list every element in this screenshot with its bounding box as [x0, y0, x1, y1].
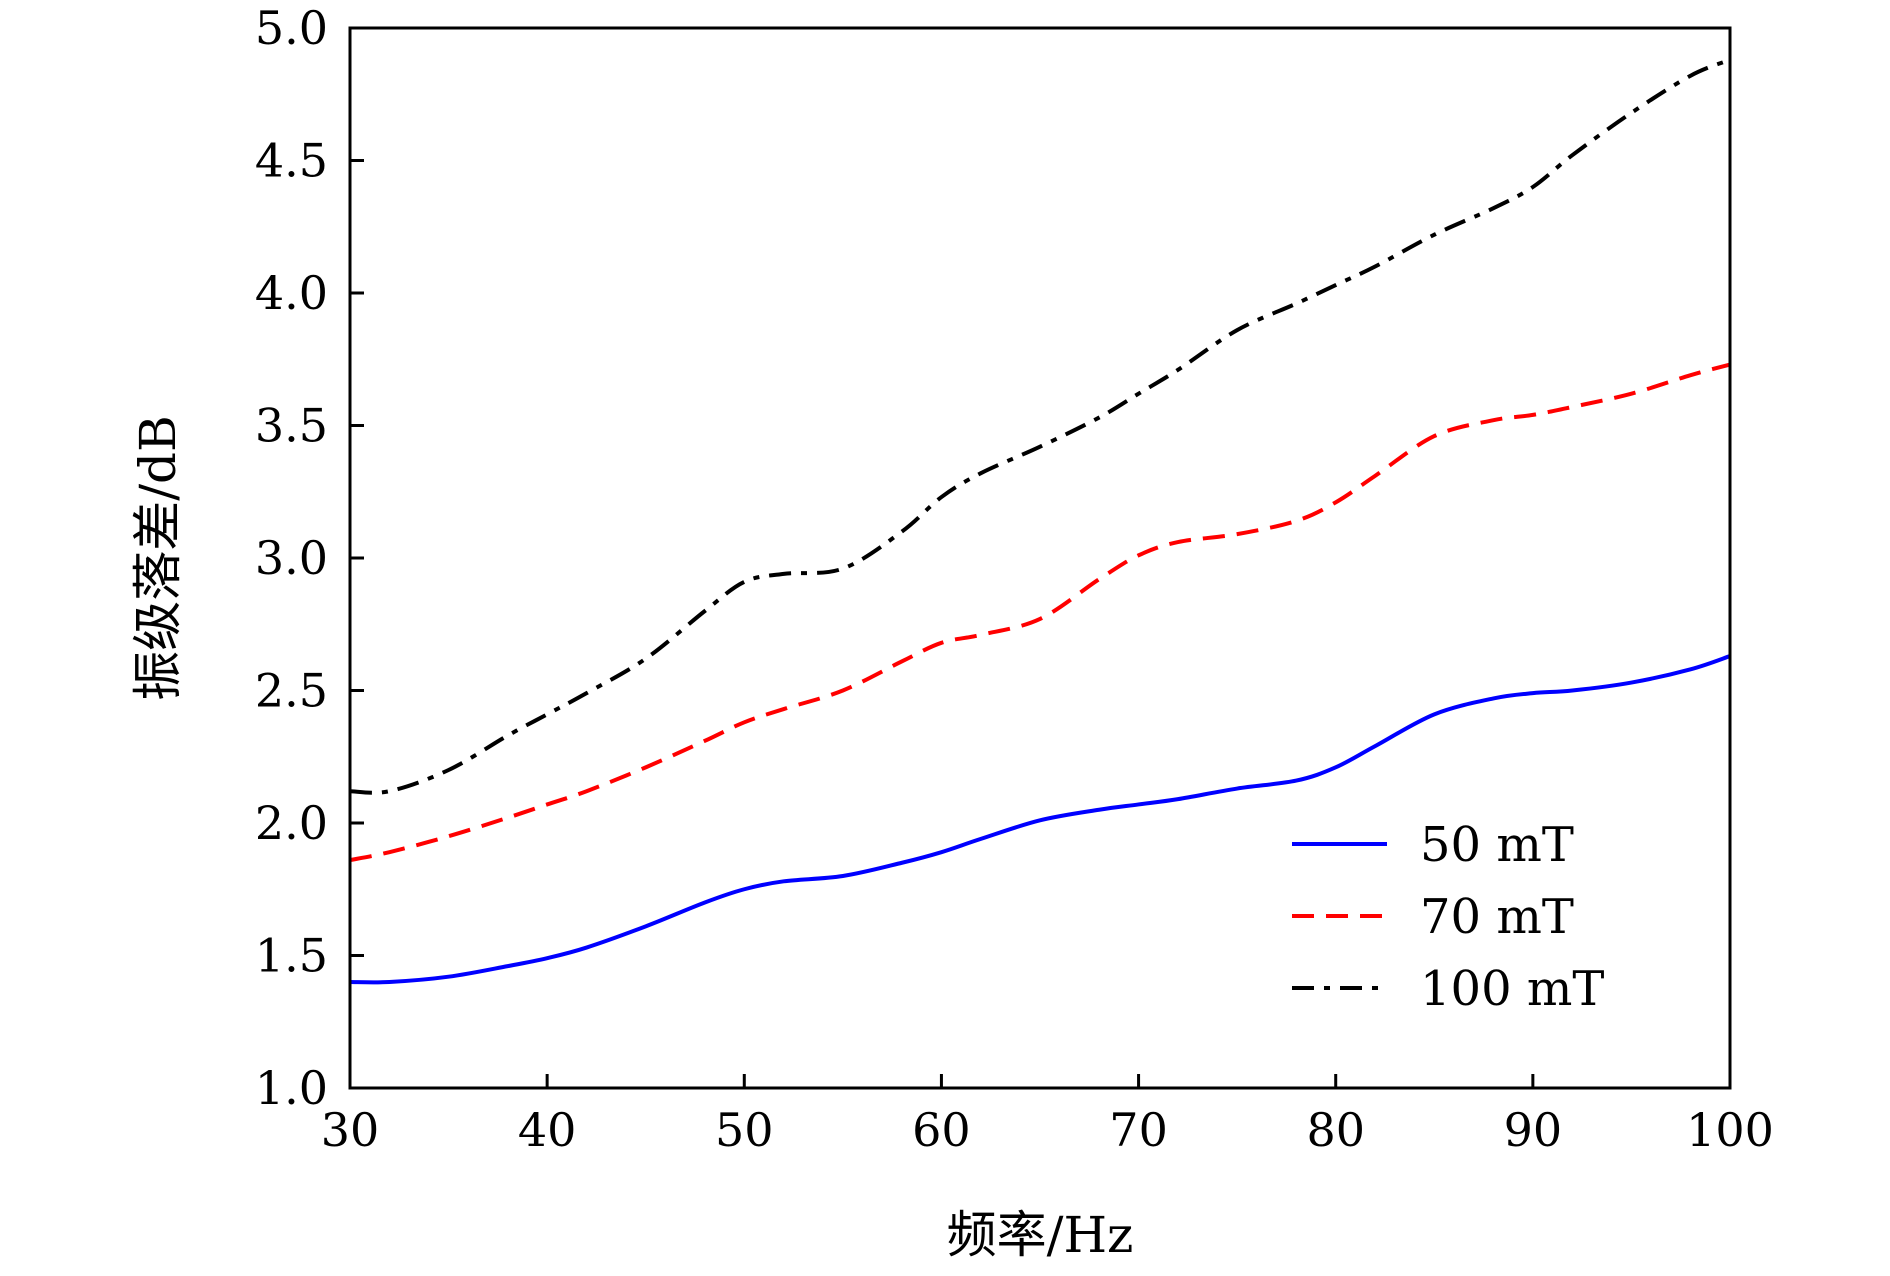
- y-tick-label: 1.5: [255, 929, 328, 983]
- x-axis-label: 频率/Hz: [947, 1206, 1134, 1264]
- x-tick-label: 30: [321, 1103, 380, 1157]
- series-line-1: [349, 362, 1731, 863]
- series-line-0: [349, 654, 1731, 985]
- x-tick-label: 60: [912, 1103, 971, 1157]
- x-tick-label: 90: [1504, 1103, 1563, 1157]
- y-tick-label: 3.5: [255, 399, 328, 453]
- series-line-2: [349, 57, 1731, 795]
- x-tick-label: 40: [518, 1103, 577, 1157]
- series-layer: [349, 57, 1731, 985]
- x-tick-label: 70: [1109, 1103, 1168, 1157]
- x-tick-label: 100: [1686, 1103, 1774, 1157]
- legend-label: 70 mT: [1420, 889, 1574, 945]
- y-tick-label: 4.0: [255, 266, 328, 320]
- y-tick-label: 2.5: [255, 664, 328, 718]
- legend-label: 50 mT: [1420, 817, 1574, 873]
- y-axis-label: 振级落差/dB: [129, 415, 187, 701]
- x-tick-label: 50: [715, 1103, 774, 1157]
- y-tick-label: 3.0: [255, 531, 328, 585]
- y-tick-label: 4.5: [255, 134, 328, 188]
- legend-label: 100 mT: [1420, 961, 1604, 1017]
- x-tick-label: 80: [1306, 1103, 1365, 1157]
- ticks-layer: 30 40 50 60 70 80 90 100 1.0 1.5 2.0 2.5 3.0 3.5 4.0 4.…: [255, 1, 1774, 1157]
- y-tick-label: 5.0: [255, 1, 328, 55]
- legend: 50 mT 70 mT 100 mT: [1292, 817, 1604, 1017]
- y-tick-label: 1.0: [255, 1061, 328, 1115]
- y-tick-label: 2.0: [255, 796, 328, 850]
